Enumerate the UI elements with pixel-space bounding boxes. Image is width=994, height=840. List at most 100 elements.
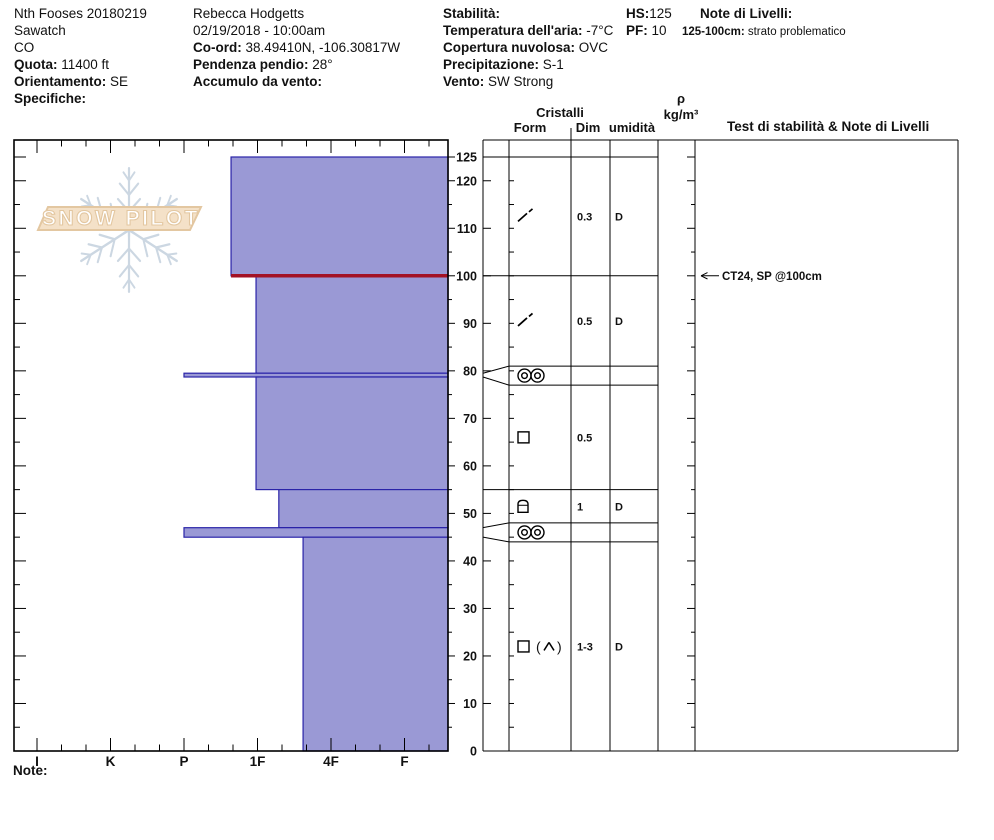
pit-range: Sawatch: [14, 23, 66, 38]
depth-label-110: 110: [457, 222, 477, 236]
aspect-row: Orientamento: SE: [14, 75, 128, 89]
sky-value: OVC: [578, 40, 609, 55]
wetness-column-header: umidità: [608, 120, 656, 135]
pf-value: 10: [651, 23, 667, 38]
density-units-header: kg/m³: [663, 107, 699, 122]
snow-layer-bar-2: [255, 275, 449, 374]
stability-row: Stabilità:: [443, 7, 500, 21]
precip-row: Precipitazione: S-1: [443, 58, 564, 72]
layer-bars: [183, 156, 449, 752]
expansion-connector: [482, 365, 510, 374]
observer-name: Rebecca Hodgetts: [193, 6, 305, 21]
grain-dim-value: 0.5: [577, 316, 592, 328]
dim-column-header: Dim: [575, 120, 601, 135]
hardness-label-1F: 1F: [250, 754, 266, 769]
aspect-label: Orientamento:: [14, 74, 107, 89]
logo-band: [36, 206, 203, 231]
grain-dim-value: 0.5: [577, 432, 592, 444]
grain-dim-value: 1: [577, 501, 583, 513]
svg-text:): ): [557, 638, 562, 654]
cristalli-header: Cristalli: [536, 105, 584, 120]
wind-loading-label: Accumulo da vento:: [193, 74, 323, 89]
layer-note-range: 125-100cm:: [682, 26, 745, 38]
hardness-label-4F: 4F: [323, 754, 339, 769]
snowpilot-logo: SNOW PILOT: [36, 166, 203, 294]
depth-label-40: 40: [463, 554, 477, 568]
hardness-label-F: F: [400, 754, 408, 769]
aspect-value: SE: [110, 74, 129, 89]
grain-wetness-value: D: [615, 501, 623, 513]
specifics-row: Specifiche:: [14, 92, 86, 106]
sky-row: Copertura nuvolosa: OVC: [443, 41, 608, 55]
precip-label: Precipitazione:: [443, 57, 540, 72]
precip-value: S-1: [542, 57, 564, 72]
snow-layer-bar-5: [278, 489, 449, 529]
stability-label: Stabilità:: [443, 6, 501, 21]
grain-row-6: [517, 525, 545, 540]
expansion-connector: [482, 522, 510, 529]
hardness-label-P: P: [179, 754, 188, 769]
wind-label: Vento:: [443, 74, 485, 89]
grain-dim-value: 0.3: [577, 211, 592, 223]
hardness-ticks: [36, 140, 430, 751]
air-temp-row: Temperatura dell'aria: -7°C: [443, 24, 613, 38]
wind-row: Vento: SW Strong: [443, 75, 553, 89]
grain-row-3: [517, 368, 545, 383]
depth-label-125: 125: [456, 151, 477, 165]
snow-layer-bar-6: [183, 527, 449, 538]
depth-label-20: 20: [463, 649, 477, 663]
sky-label: Copertura nuvolosa:: [443, 40, 576, 55]
slope-row: Pendenza pendio: 28°: [193, 58, 333, 72]
depth-label-0: 0: [470, 745, 477, 759]
depth-label-90: 90: [463, 317, 477, 331]
hardness-label-I: I: [35, 754, 39, 769]
depth-ticks: [14, 156, 455, 728]
depth-label-100: 100: [456, 269, 477, 283]
snow-layer-bar-4: [255, 376, 449, 491]
coord-label: Co-ord:: [193, 40, 242, 55]
coord-row: Co-ord: 38.49410N, -106.30817W: [193, 41, 400, 55]
air-temp-value: -7°C: [586, 23, 614, 38]
slope-label: Pendenza pendio:: [193, 57, 309, 72]
plot-border: [13, 139, 449, 752]
depth-label-30: 30: [463, 602, 477, 616]
coord-value: 38.49410N, -106.30817W: [245, 40, 401, 55]
specifics-label: Specifiche:: [14, 91, 87, 106]
snow-layer-bar-7: [302, 536, 449, 752]
depth-label-70: 70: [463, 412, 477, 426]
depth-label-60: 60: [463, 459, 477, 473]
slope-value: 28°: [312, 57, 333, 72]
wind-value: SW Strong: [488, 74, 554, 89]
grain-table: [482, 128, 959, 752]
pit-state: CO: [14, 40, 35, 55]
layer-notes-title: Note di Livelli:: [700, 6, 793, 21]
grain-wetness-value: D: [615, 211, 623, 223]
depth-label-50: 50: [463, 507, 477, 521]
hardness-label-K: K: [106, 754, 116, 769]
depth-label-10: 10: [463, 697, 477, 711]
layer-note-entry: 125-100cm: strato problematico: [682, 25, 846, 39]
pf-label: PF:: [626, 23, 648, 38]
grain-row-4: 0.5: [517, 431, 592, 444]
hs-label: HS:: [626, 6, 650, 21]
svg-text:(: (: [536, 638, 541, 654]
stability-test-annotation: CT24, SP @100cm: [700, 271, 822, 283]
elevation-value: 11400 ft: [61, 57, 110, 72]
stability-test-label: CT24, SP @100cm: [722, 271, 822, 283]
pit-datetime: 02/19/2018 - 10:00am: [193, 23, 326, 38]
grain-row-2: 0.5 D: [517, 312, 623, 328]
pit-name: Nth Fooses 20180219: [14, 6, 147, 21]
grain-wetness-value: D: [615, 641, 623, 653]
elevation-row: Quota: 11400 ft: [14, 58, 109, 72]
note-label: Note:: [13, 763, 48, 778]
layer-note-text: strato problematico: [747, 26, 846, 38]
elevation-label: Quota:: [14, 57, 58, 72]
pf-row: PF: 10: [626, 24, 667, 38]
depth-label-120: 120: [456, 174, 477, 188]
form-column-header: Form: [513, 120, 547, 135]
grain-row-1: 0.3 D: [517, 208, 623, 223]
grain-dim-value: 1-3: [577, 641, 593, 653]
